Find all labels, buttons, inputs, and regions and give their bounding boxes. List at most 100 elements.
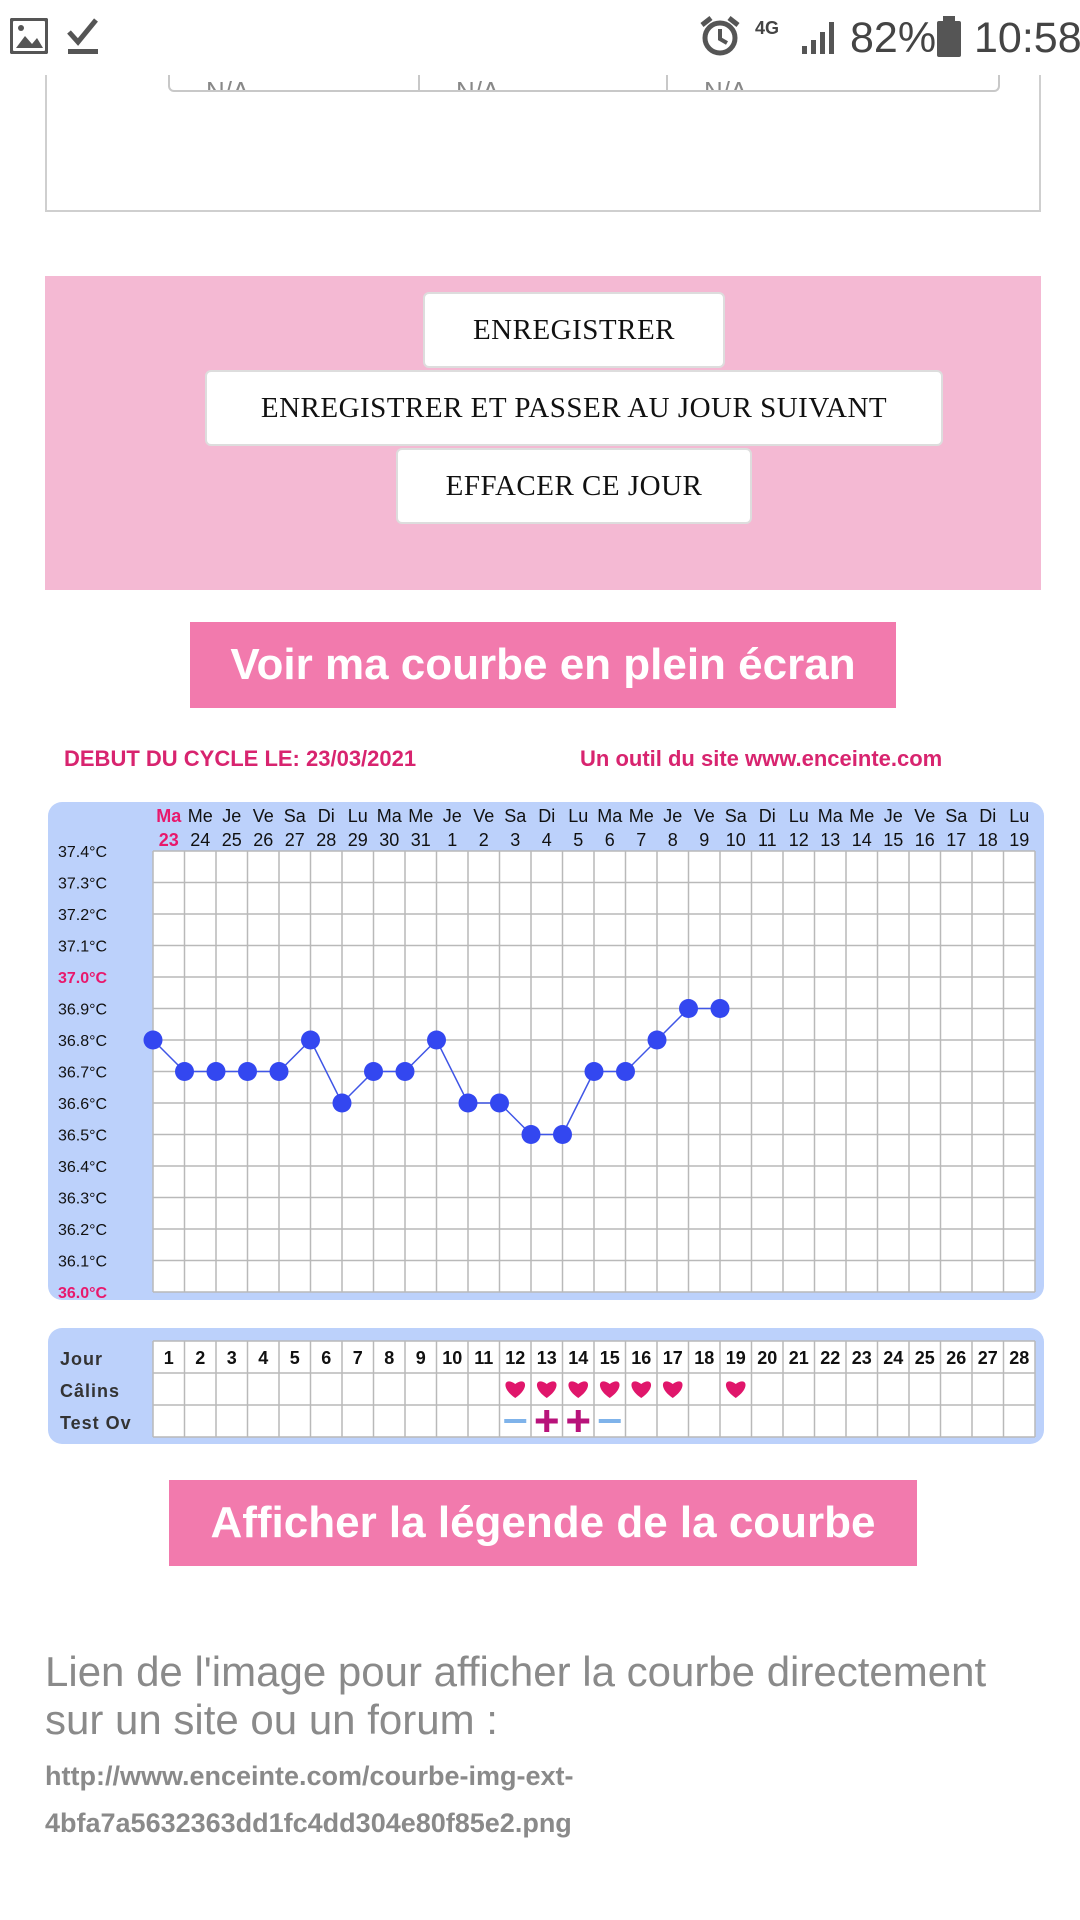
alarm-icon <box>700 16 740 56</box>
minus-icon <box>504 1419 527 1423</box>
y-tick-label: 36.6°C <box>58 1096 107 1113</box>
clear-day-button[interactable]: EFFACER CE JOUR <box>396 448 752 524</box>
network-label: 4G <box>755 18 780 38</box>
y-tick-label: 36.7°C <box>58 1065 107 1082</box>
day-number: 23 <box>852 1348 872 1368</box>
x-day-number: 2 <box>479 830 489 850</box>
day-number: 18 <box>694 1348 714 1368</box>
na-cell: N/A <box>668 70 998 90</box>
heart-icon <box>725 1381 746 1398</box>
temperature-point <box>301 1030 320 1050</box>
temperature-point <box>206 1062 226 1081</box>
heart-icon <box>631 1381 652 1398</box>
x-day-number: 5 <box>573 830 583 850</box>
day-number: 19 <box>726 1348 746 1368</box>
day-number: 17 <box>663 1348 683 1368</box>
temperature-chart: Ma23Me24Je25Ve26Sa27Di28Lu29Ma30Me31Je1V… <box>48 802 1044 1302</box>
x-day-name: Me <box>408 806 433 826</box>
day-number: 21 <box>789 1348 809 1368</box>
cycle-start-label: DEBUT DU CYCLE LE: 23/03/2021 <box>64 746 417 771</box>
heart-icon <box>505 1381 526 1398</box>
x-day-name: Ma <box>818 806 844 826</box>
day-number: 5 <box>290 1348 300 1368</box>
save-button[interactable]: ENREGISTRER <box>423 292 725 368</box>
table-row-label: Câlins <box>60 1381 120 1401</box>
x-day-number: 15 <box>883 830 903 850</box>
y-tick-label: 37.4°C <box>58 844 107 861</box>
day-number: 16 <box>631 1348 651 1368</box>
x-day-number: 13 <box>820 830 840 850</box>
x-axis-labels: Ma23Me24Je25Ve26Sa27Di28Lu29Ma30Me31Je1V… <box>156 806 1029 850</box>
x-day-name: Je <box>222 806 241 826</box>
x-day-number: 14 <box>852 830 872 850</box>
signal-icon <box>802 22 834 54</box>
x-day-name: Sa <box>504 806 527 826</box>
temperature-point <box>584 1062 604 1081</box>
temperature-point <box>269 1062 289 1081</box>
x-day-number: 27 <box>285 830 305 850</box>
x-day-number: 1 <box>447 830 457 850</box>
image-link-url[interactable]: http://www.enceinte.com/courbe-img-ext-4… <box>45 1761 574 1838</box>
x-day-name: Je <box>884 806 903 826</box>
x-day-number: 30 <box>379 830 399 850</box>
day-number: 25 <box>915 1348 935 1368</box>
x-day-name: Sa <box>945 806 968 826</box>
day-number: 2 <box>195 1348 205 1368</box>
temperature-point <box>458 1093 478 1113</box>
temperature-point <box>175 1062 194 1081</box>
day-number: 4 <box>258 1348 268 1368</box>
save-next-day-button[interactable]: ENREGISTRER ET PASSER AU JOUR SUIVANT <box>205 370 943 446</box>
x-day-number: 26 <box>253 830 273 850</box>
y-tick-label: 37.2°C <box>58 907 107 924</box>
x-day-name: Sa <box>725 806 748 826</box>
temperature-point <box>332 1093 352 1113</box>
x-day-name: Ve <box>914 806 935 826</box>
chart-grid <box>152 850 1036 1293</box>
image-icon <box>10 18 48 54</box>
temperature-series <box>143 999 730 1144</box>
x-day-number: 29 <box>348 830 368 850</box>
day-number: 24 <box>883 1348 903 1368</box>
temperature-point <box>616 1062 635 1081</box>
y-axis-labels: 37.4°C 37.3°C 37.2°C 37.1°C 37.0°C 36.9°C 36.8… <box>58 844 108 1302</box>
x-day-name: Di <box>979 806 996 826</box>
day-number: 20 <box>757 1348 777 1368</box>
day-number: 6 <box>321 1348 331 1368</box>
day-number: 9 <box>416 1348 426 1368</box>
day-number: 28 <box>1009 1348 1029 1368</box>
x-day-name: Di <box>538 806 555 826</box>
y-tick-label: 36.5°C <box>58 1128 107 1145</box>
day-number: 27 <box>978 1348 998 1368</box>
day-table-marks <box>504 1381 746 1432</box>
day-number: 10 <box>442 1348 462 1368</box>
na-cell: N/A <box>170 70 420 90</box>
x-day-number: 18 <box>978 830 998 850</box>
x-day-name: Di <box>318 806 335 826</box>
x-day-name: Lu <box>568 806 588 826</box>
x-day-name: Me <box>629 806 654 826</box>
temperature-point <box>521 1125 541 1144</box>
x-day-name: Ma <box>377 806 403 826</box>
image-link-title: Lien de l'image pour afficher la courbe … <box>45 1648 987 1743</box>
temperature-point <box>647 1030 667 1050</box>
x-day-name: Ve <box>253 806 274 826</box>
day-number: 7 <box>353 1348 363 1368</box>
x-day-name: Lu <box>348 806 368 826</box>
x-day-name: Ve <box>694 806 715 826</box>
temperature-point <box>427 1030 446 1050</box>
x-day-number: 3 <box>510 830 520 850</box>
x-day-number: 16 <box>915 830 935 850</box>
temperature-point <box>710 999 730 1018</box>
x-day-number: 19 <box>1009 830 1029 850</box>
temperature-point <box>364 1062 383 1081</box>
battery-icon <box>937 16 961 57</box>
x-day-number: 31 <box>411 830 431 850</box>
plus-icon <box>575 1410 581 1432</box>
show-legend-button[interactable]: Afficher la légende de la courbe <box>169 1480 917 1566</box>
minus-icon <box>598 1419 621 1423</box>
battery-percent: 82% <box>850 14 937 62</box>
fullscreen-curve-button[interactable]: Voir ma courbe en plein écran <box>190 622 896 708</box>
x-day-number: 12 <box>789 830 809 850</box>
x-day-number: 4 <box>542 830 552 850</box>
